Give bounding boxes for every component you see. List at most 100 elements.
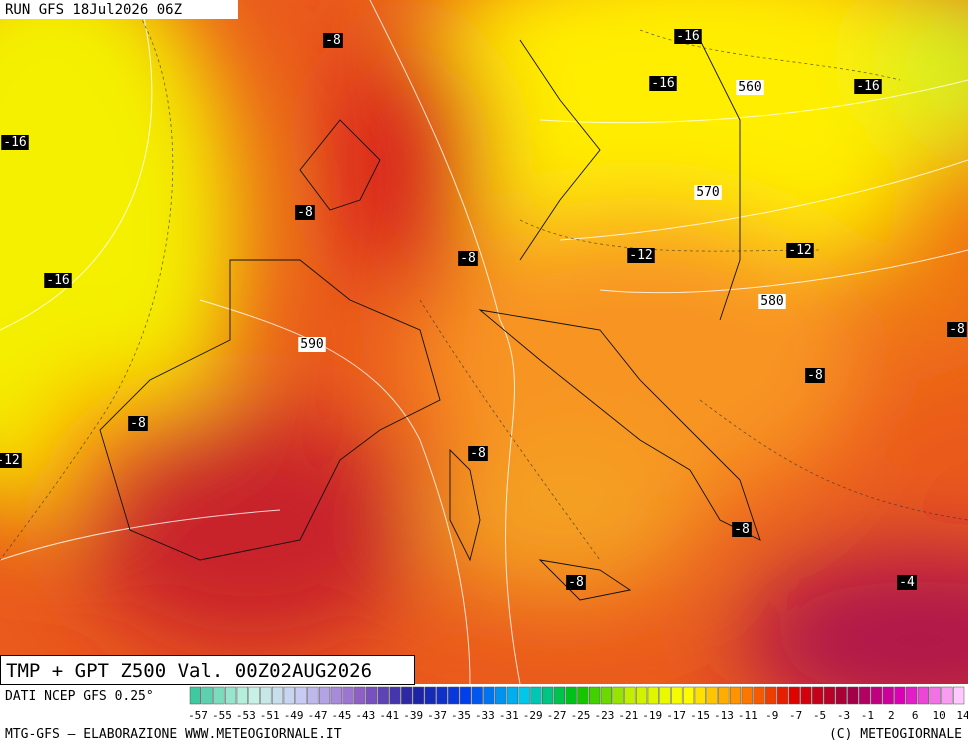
scale-label: -19 bbox=[642, 709, 662, 722]
scale-swatch bbox=[776, 686, 789, 705]
geopotential-label-box bbox=[736, 80, 764, 95]
scale-swatch bbox=[189, 686, 201, 705]
temperature-label: -8 bbox=[460, 251, 476, 266]
scale-swatch bbox=[495, 686, 507, 705]
scale-swatch bbox=[271, 686, 284, 705]
scale-swatch bbox=[870, 686, 883, 705]
scale-swatch bbox=[765, 686, 777, 705]
temperature-label: -16 bbox=[856, 79, 879, 94]
temperature-label-box bbox=[44, 273, 72, 288]
temperature-label-box bbox=[649, 76, 677, 91]
temperature-label-box bbox=[1, 135, 29, 150]
temperature-label: -4 bbox=[899, 575, 915, 590]
scale-swatch bbox=[835, 686, 847, 705]
scale-label: -7 bbox=[789, 709, 802, 722]
geopotential-label: 580 bbox=[760, 294, 783, 309]
geopotential-label: 560 bbox=[738, 80, 761, 95]
scale-swatch bbox=[706, 686, 718, 705]
temperature-label: -12 bbox=[629, 248, 652, 263]
source-label: DATI NCEP GFS 0.25° bbox=[5, 689, 154, 704]
scale-swatch bbox=[330, 686, 342, 705]
temperature-label-box bbox=[295, 205, 315, 220]
scale-swatch bbox=[812, 686, 824, 705]
scale-swatch bbox=[741, 686, 753, 705]
scale-swatch bbox=[906, 686, 918, 705]
scale-swatch bbox=[823, 686, 836, 705]
scale-swatch bbox=[377, 686, 389, 705]
scale-swatch bbox=[342, 686, 354, 705]
scale-label: -33 bbox=[475, 709, 495, 722]
temperature-label: -16 bbox=[3, 135, 26, 150]
temperature-label: -8 bbox=[130, 416, 146, 431]
scale-label: -27 bbox=[547, 709, 567, 722]
scale-label: 10 bbox=[932, 709, 945, 722]
scale-label: 14 bbox=[956, 709, 968, 722]
temperature-label-box bbox=[0, 453, 22, 468]
scale-swatch bbox=[260, 686, 272, 705]
scale-swatch bbox=[213, 686, 225, 705]
scale-swatch bbox=[565, 686, 577, 705]
scale-swatch bbox=[647, 686, 659, 705]
temperature-label: -8 bbox=[734, 522, 750, 537]
temperature-label: -16 bbox=[46, 273, 69, 288]
scale-label: -43 bbox=[355, 709, 375, 722]
scale-swatch bbox=[753, 686, 765, 705]
scale-swatch bbox=[929, 686, 941, 705]
scale-label: -11 bbox=[738, 709, 758, 722]
scale-swatch bbox=[436, 686, 448, 705]
credit-label: MTG-GFS — ELABORAZIONE WWW.METEOGIORNALE… bbox=[5, 727, 342, 742]
scale-swatch bbox=[600, 686, 612, 705]
scale-label: 6 bbox=[912, 709, 919, 722]
scale-swatch bbox=[577, 686, 589, 705]
temperature-label: -8 bbox=[949, 322, 965, 337]
temperature-label: -16 bbox=[651, 76, 674, 91]
temperature-label-box bbox=[468, 446, 488, 461]
scale-swatch bbox=[729, 686, 742, 705]
scale-swatch bbox=[506, 686, 519, 705]
scale-swatch bbox=[412, 686, 425, 705]
title-box bbox=[0, 655, 415, 685]
scale-swatch bbox=[424, 686, 436, 705]
scale-swatch bbox=[659, 686, 671, 705]
copyright-label: (C) METEOGIORNALE bbox=[829, 727, 962, 742]
temperature-label-box bbox=[566, 575, 586, 590]
temperature-label: -8 bbox=[568, 575, 584, 590]
geopotential-label-box bbox=[694, 185, 722, 200]
scale-swatch bbox=[671, 686, 683, 705]
scale-label: -35 bbox=[451, 709, 471, 722]
scale-label: -45 bbox=[332, 709, 352, 722]
scale-label: -37 bbox=[427, 709, 447, 722]
scale-label: -1 bbox=[861, 709, 874, 722]
scale-swatch bbox=[635, 686, 648, 705]
scale-label: -31 bbox=[499, 709, 519, 722]
temperature-label-box bbox=[805, 368, 825, 383]
scale-swatch bbox=[624, 686, 636, 705]
scale-label: -13 bbox=[714, 709, 734, 722]
scale-swatch bbox=[718, 686, 730, 705]
scale-label: -51 bbox=[260, 709, 280, 722]
scale-label: -17 bbox=[666, 709, 686, 722]
scale-swatch bbox=[847, 686, 859, 705]
geopotential-label-box bbox=[298, 337, 326, 352]
scale-label: -39 bbox=[403, 709, 423, 722]
scale-swatch bbox=[459, 686, 472, 705]
scale-swatch bbox=[941, 686, 953, 705]
scale-swatch bbox=[365, 686, 378, 705]
geopotential-label: 570 bbox=[696, 185, 719, 200]
scale-swatch bbox=[401, 686, 413, 705]
temperature-label-box bbox=[786, 243, 814, 258]
temperature-label: -8 bbox=[325, 33, 341, 48]
scale-swatch bbox=[612, 686, 624, 705]
scale-label: -23 bbox=[594, 709, 614, 722]
scale-swatch bbox=[283, 686, 295, 705]
scale-swatch bbox=[518, 686, 530, 705]
scale-swatch bbox=[307, 686, 319, 705]
temperature-label-box bbox=[674, 29, 702, 44]
temperature-label: -12 bbox=[0, 453, 20, 468]
temperature-label-box bbox=[128, 416, 148, 431]
temperature-label: -12 bbox=[788, 243, 811, 258]
scale-swatch bbox=[682, 686, 695, 705]
temperature-label: -16 bbox=[676, 29, 699, 44]
temperature-label: -8 bbox=[297, 205, 313, 220]
